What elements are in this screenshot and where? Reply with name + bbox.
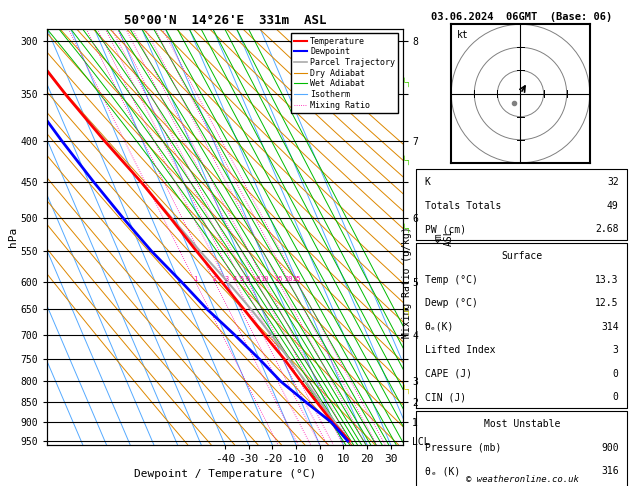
Text: └┐: └┐ <box>402 224 412 233</box>
Text: 4: 4 <box>233 276 237 281</box>
Text: 20: 20 <box>284 276 293 281</box>
Text: 32: 32 <box>607 177 619 187</box>
Text: 12.5: 12.5 <box>595 298 619 308</box>
Text: Mixing Ratio (g/kg): Mixing Ratio (g/kg) <box>402 226 412 338</box>
Text: 5: 5 <box>240 276 244 281</box>
Text: 10: 10 <box>260 276 269 281</box>
Text: Dewp (°C): Dewp (°C) <box>425 298 477 308</box>
Text: θₑ (K): θₑ (K) <box>425 466 460 476</box>
Text: 13.3: 13.3 <box>595 275 619 285</box>
Text: © weatheronline.co.uk: © weatheronline.co.uk <box>465 474 579 484</box>
Text: kt: kt <box>457 30 469 40</box>
Text: └┐: └┐ <box>402 156 412 165</box>
Y-axis label: hPa: hPa <box>8 227 18 247</box>
Text: CIN (J): CIN (J) <box>425 392 466 402</box>
Text: 3: 3 <box>224 276 228 281</box>
Text: 314: 314 <box>601 322 619 332</box>
Text: 316: 316 <box>601 466 619 476</box>
Title: 50°00'N  14°26'E  331m  ASL: 50°00'N 14°26'E 331m ASL <box>124 14 326 27</box>
Legend: Temperature, Dewpoint, Parcel Trajectory, Dry Adiabat, Wet Adiabat, Isotherm, Mi: Temperature, Dewpoint, Parcel Trajectory… <box>291 34 398 113</box>
Text: └┐: └┐ <box>402 78 412 87</box>
Text: 49: 49 <box>607 201 619 211</box>
Text: Lifted Index: Lifted Index <box>425 345 495 355</box>
Text: 2: 2 <box>213 276 216 281</box>
Text: 900: 900 <box>601 443 619 452</box>
Text: Pressure (mb): Pressure (mb) <box>425 443 501 452</box>
Text: 1: 1 <box>193 276 198 281</box>
Text: 25: 25 <box>292 276 301 281</box>
Text: Temp (°C): Temp (°C) <box>425 275 477 285</box>
Text: 8: 8 <box>255 276 259 281</box>
Text: 0: 0 <box>613 392 619 402</box>
Text: Most Unstable: Most Unstable <box>484 419 560 429</box>
Text: └┐: └┐ <box>402 306 412 316</box>
Text: PW (cm): PW (cm) <box>425 225 466 234</box>
Text: CAPE (J): CAPE (J) <box>425 369 472 379</box>
Text: 15: 15 <box>274 276 283 281</box>
Text: θₑ(K): θₑ(K) <box>425 322 454 332</box>
Text: K: K <box>425 177 431 187</box>
Text: └┐: └┐ <box>402 384 412 394</box>
X-axis label: Dewpoint / Temperature (°C): Dewpoint / Temperature (°C) <box>134 469 316 479</box>
Text: 6: 6 <box>246 276 250 281</box>
Y-axis label: km
ASL: km ASL <box>433 228 454 246</box>
Text: 2.68: 2.68 <box>595 225 619 234</box>
Text: 3: 3 <box>613 345 619 355</box>
Text: 0: 0 <box>613 369 619 379</box>
Text: Totals Totals: Totals Totals <box>425 201 501 211</box>
Text: Surface: Surface <box>501 251 542 261</box>
Text: 03.06.2024  06GMT  (Base: 06): 03.06.2024 06GMT (Base: 06) <box>431 12 613 22</box>
